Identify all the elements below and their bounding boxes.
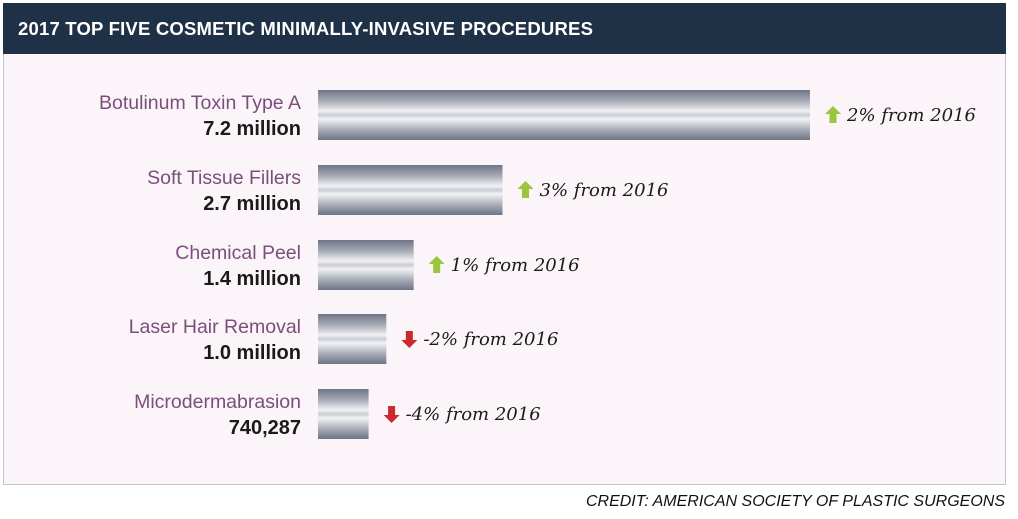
bar (318, 240, 414, 290)
value-label: 1.0 million (203, 342, 301, 364)
arrow-up-icon (517, 181, 534, 198)
value-label: 2.7 million (203, 193, 301, 215)
arrow-up-icon (428, 256, 445, 273)
arrow-down-icon (383, 406, 400, 423)
change-label: 3% from 2016 (540, 180, 669, 201)
arrow-up-icon (825, 106, 841, 123)
category-label: Soft Tissue Fillers (147, 167, 301, 189)
title-bar: 2017 TOP FIVE COSMETIC MINIMALLY-INVASIV… (3, 3, 1006, 54)
value-label: 740,287 (229, 417, 301, 439)
category-label: Botulinum Toxin Type A (99, 92, 301, 114)
arrow-down-icon (401, 331, 418, 348)
category-label: Microdermabrasion (134, 391, 301, 413)
credit-text: CREDIT: AMERICAN SOCIETY OF PLASTIC SURG… (585, 493, 1005, 510)
value-label: 7.2 million (203, 118, 301, 140)
bar (318, 389, 369, 439)
change-label: 2% from 2016 (846, 105, 976, 126)
chart-panel (3, 3, 1006, 485)
change-label: 1% from 2016 (451, 255, 580, 276)
category-label: Laser Hair Removal (129, 316, 301, 338)
chart-title: 2017 TOP FIVE COSMETIC MINIMALLY-INVASIV… (18, 17, 594, 39)
category-label: Chemical Peel (175, 242, 301, 264)
change-label: -2% from 2016 (423, 329, 558, 350)
change-label: -4% from 2016 (406, 404, 541, 425)
bar (318, 314, 387, 364)
bar (318, 90, 810, 140)
value-label: 1.4 million (203, 268, 301, 290)
bar (318, 165, 503, 215)
